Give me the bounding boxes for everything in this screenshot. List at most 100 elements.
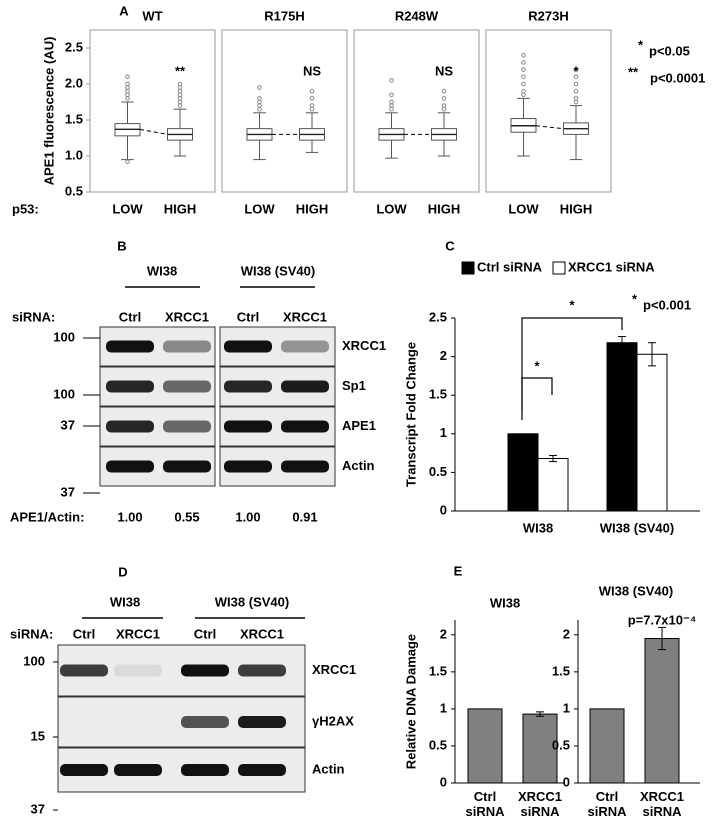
x-tick-label-box: XRCC1 siRNA: [517, 789, 563, 819]
chart-title: R175H: [264, 8, 304, 23]
outlier: [125, 85, 130, 90]
row-label: siRNA:: [10, 626, 53, 641]
outlier: [309, 96, 315, 101]
ratio-label: APE1/Actin:: [10, 509, 84, 524]
outlier: [177, 103, 183, 108]
lane-label: Ctrl: [237, 309, 259, 324]
outlier: [441, 96, 447, 101]
chart-title: WI38: [490, 595, 520, 610]
significance: *: [534, 358, 540, 373]
y-tick-label: 0: [440, 502, 447, 517]
outlier: [257, 96, 262, 101]
x-tick-label: LOW: [508, 201, 539, 216]
outlier: [389, 78, 394, 83]
band: [181, 716, 229, 728]
outlier: [309, 88, 315, 94]
significance: **: [175, 63, 186, 78]
outlier: [257, 103, 262, 108]
outlier: [257, 99, 262, 105]
protein-label: XRCC1: [312, 662, 356, 677]
note-text: p<0.001: [643, 297, 691, 312]
note-mark: **: [628, 64, 639, 79]
bar: [589, 708, 625, 784]
mw-marker: 15: [31, 728, 45, 743]
outlier: [521, 81, 526, 87]
ratio-value: 0.55: [174, 509, 199, 524]
plot-frame: [353, 29, 480, 193]
note-mark: *: [638, 37, 644, 52]
outlier: [521, 92, 526, 98]
x-tick-label: WI38 (SV40): [600, 520, 674, 535]
band: [163, 340, 211, 353]
band: [238, 716, 286, 728]
band: [281, 340, 329, 353]
outlier: [441, 103, 447, 108]
panel-label: B: [117, 238, 126, 253]
bar: [522, 713, 558, 784]
panel-label: D: [118, 564, 127, 579]
y-tick-label: 2: [440, 348, 447, 363]
band: [106, 460, 154, 473]
band: [224, 420, 272, 433]
outlier: [125, 88, 130, 94]
band: [163, 380, 211, 393]
outlier: [441, 106, 447, 112]
outlier: [573, 67, 579, 72]
band: [181, 764, 229, 776]
bracket: [521, 377, 553, 420]
protein-label: Sp1: [342, 378, 366, 393]
bar: [467, 708, 503, 784]
band: [281, 380, 329, 393]
band: [163, 460, 211, 473]
outlier: [389, 92, 394, 98]
x-tick-label: XRCC1 siRNA: [517, 789, 563, 819]
band: [224, 460, 272, 473]
y-tick-label: 0: [563, 774, 570, 789]
band: [106, 340, 154, 353]
plot-frame: [89, 29, 216, 193]
group-label: WI38: [110, 594, 140, 609]
outlier: [573, 81, 579, 87]
y-tick-label: 0.5: [429, 737, 447, 752]
mw-marker: 37: [61, 417, 75, 432]
y-tick-label: 1.5: [65, 111, 83, 126]
x-tick-label: WI38: [523, 520, 553, 535]
outlier: [521, 52, 526, 58]
x-tick-label: LOW: [244, 201, 275, 216]
y-tick-label: 0.5: [552, 737, 570, 752]
x-tick-label: XRCC1 siRNA: [639, 789, 685, 819]
band: [106, 380, 154, 393]
outlier: [125, 74, 130, 80]
row-label: siRNA:: [12, 309, 55, 324]
protein-label: APE1: [342, 418, 376, 433]
lane-label: XRCC1: [240, 626, 284, 641]
lane-label: Ctrl: [73, 626, 95, 641]
x-tick-label: HIGH: [164, 201, 197, 216]
lane-label: Ctrl: [194, 626, 216, 641]
band: [60, 664, 108, 677]
y-tick-label: 2.5: [65, 39, 83, 54]
outlier: [573, 88, 579, 94]
outlier: [257, 85, 262, 90]
outlier: [389, 99, 394, 105]
significance: NS: [303, 63, 321, 78]
outlier: [389, 106, 394, 112]
mw-marker: 100: [23, 653, 45, 668]
x-tick-label: HIGH: [296, 201, 329, 216]
band: [238, 764, 286, 776]
outlier: [573, 96, 579, 101]
y-tick-label: 2.5: [429, 309, 447, 324]
y-tick-label: 0.5: [429, 464, 447, 479]
chart-title: R248W: [395, 8, 439, 23]
legend-label: Ctrl siRNA: [477, 259, 543, 274]
outlier: [389, 103, 394, 108]
y-axis-label: Relative DNA Damage: [403, 634, 418, 769]
outlier: [125, 159, 130, 165]
protein-label: Actin: [342, 458, 375, 473]
significance: *: [569, 297, 575, 312]
x-tick-label-box: Ctrl siRNA: [587, 789, 626, 819]
panel-label: C: [445, 238, 455, 253]
lane-label: Ctrl: [119, 309, 141, 324]
significance: NS: [435, 63, 453, 78]
outlier: [521, 74, 526, 80]
